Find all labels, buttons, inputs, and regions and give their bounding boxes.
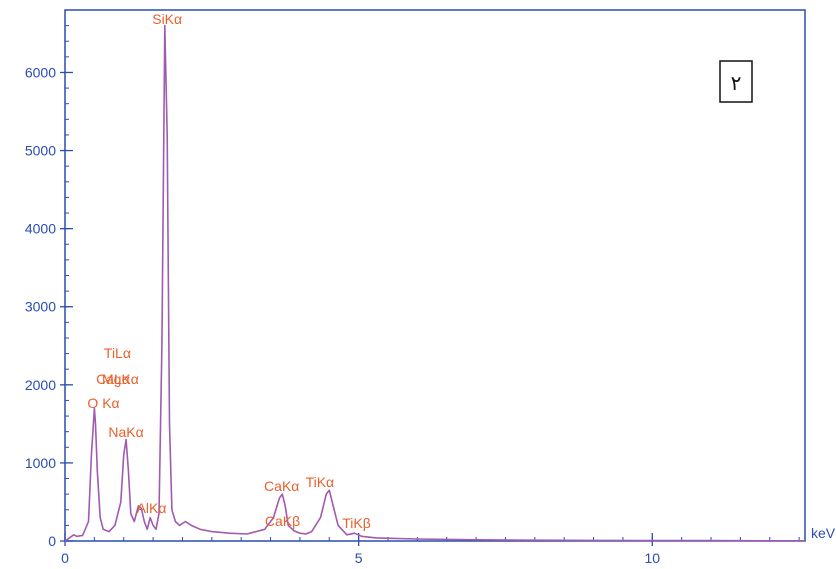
peak-label: NaKα	[108, 424, 143, 440]
peak-label: CaKβ	[265, 513, 300, 529]
x-tick-label: 5	[355, 550, 363, 566]
major-ticks	[60, 71, 653, 546]
y-tick-labels: 0 1000 2000 3000 4000 5000 6000	[25, 64, 56, 549]
plot-frame	[64, 9, 806, 542]
minor-ticks	[64, 9, 800, 542]
y-tick-label: 4000	[25, 221, 56, 237]
y-tick-label: 2000	[25, 377, 56, 393]
badge-label: ٢	[731, 71, 742, 95]
x-tick-label: 0	[61, 550, 69, 566]
peak-label: TiKα	[306, 474, 335, 490]
peak-label: O Kα	[87, 395, 119, 411]
peak-label: AlKα	[137, 500, 167, 516]
x-tick-label: 10	[645, 550, 661, 566]
peak-label: SiKα	[152, 11, 182, 27]
spectrum-line	[64, 24, 805, 542]
y-tick-label: 0	[48, 533, 56, 549]
peak-label: CaLα	[96, 371, 130, 387]
y-tick-label: 1000	[25, 455, 56, 471]
y-tick-label: 6000	[25, 64, 56, 80]
y-tick-label: 3000	[25, 299, 56, 315]
peak-label: TiKβ	[342, 515, 371, 531]
x-unit-label: keV	[811, 525, 836, 541]
peak-label: CaKα	[264, 478, 299, 494]
peak-label: MgKα	[102, 371, 139, 387]
y-tick-label: 5000	[25, 143, 56, 159]
peak-label: TiLα	[104, 345, 131, 361]
x-tick-labels: 0 5 10	[61, 550, 660, 566]
badge-box	[719, 60, 753, 103]
